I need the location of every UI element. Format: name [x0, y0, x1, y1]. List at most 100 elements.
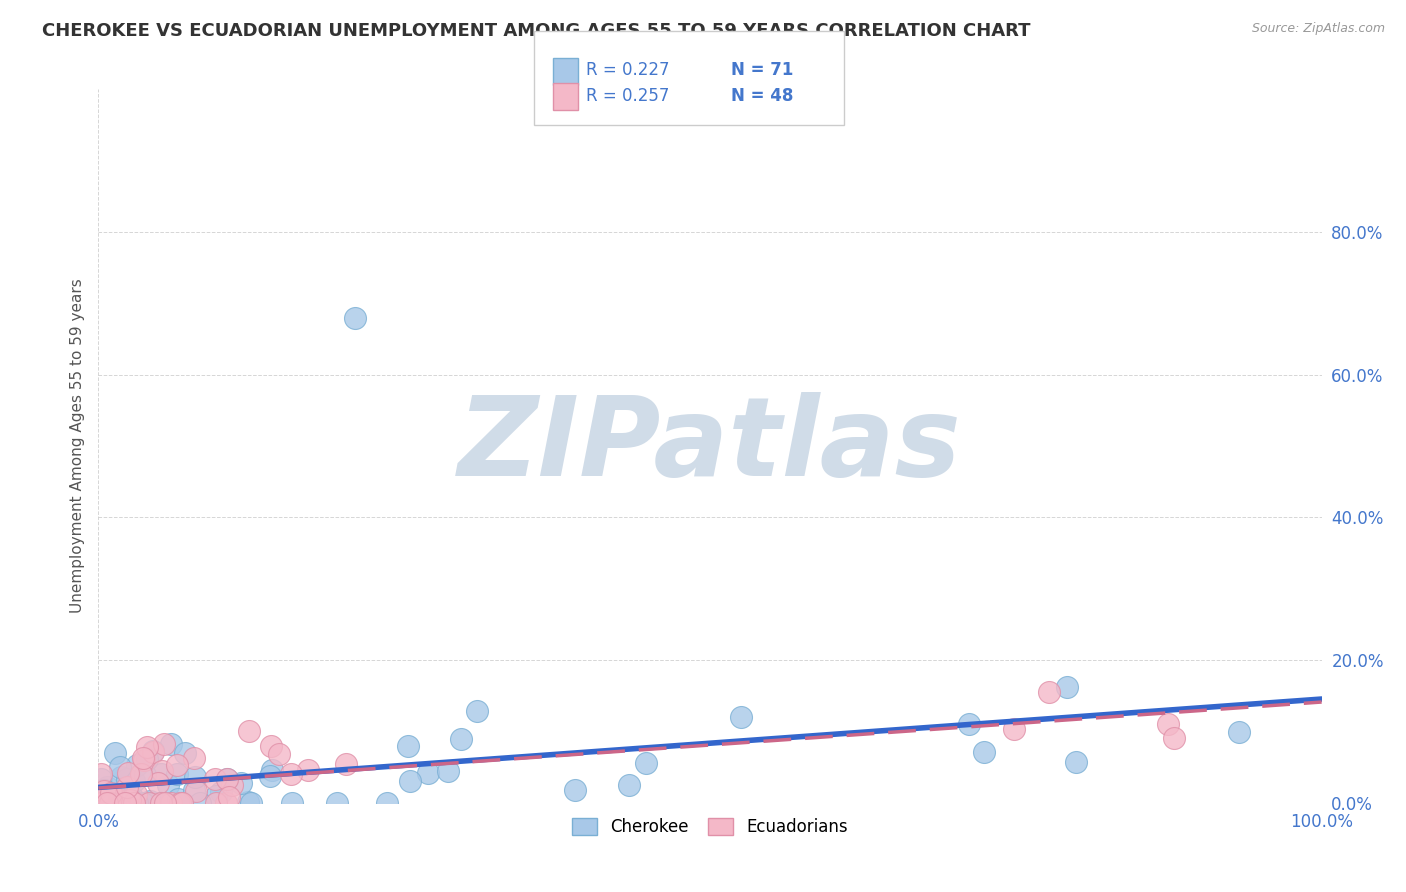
Point [170, 796, 193, 810]
Point [115, 788, 138, 802]
Point [138, 796, 160, 810]
Point [973, 745, 995, 759]
Point [957, 716, 980, 731]
Point [267, 747, 290, 761]
Point [205, 796, 228, 810]
Point [139, 794, 162, 808]
Point [122, 773, 145, 788]
Point [218, 790, 240, 805]
Point [167, 792, 190, 806]
Point [117, 766, 139, 780]
Point [172, 796, 194, 810]
Point [377, 796, 399, 810]
Point [149, 796, 172, 810]
Text: Source: ZipAtlas.com: Source: ZipAtlas.com [1251, 22, 1385, 36]
Point [262, 763, 284, 777]
Point [101, 796, 124, 810]
Point [127, 796, 149, 810]
Point [159, 737, 181, 751]
Point [98, 796, 121, 810]
Point [132, 796, 155, 810]
Point [143, 796, 166, 810]
Point [105, 796, 128, 810]
Point [1227, 724, 1250, 739]
Point [260, 739, 283, 753]
Point [155, 796, 177, 810]
Point [125, 758, 148, 772]
Point [136, 796, 159, 810]
Point [188, 796, 211, 810]
Point [104, 746, 127, 760]
Point [93, 783, 115, 797]
Point [204, 789, 226, 804]
Point [90, 772, 112, 787]
Point [204, 772, 226, 786]
Point [730, 710, 752, 724]
Point [169, 796, 191, 810]
Point [398, 739, 420, 754]
Point [107, 793, 129, 807]
Point [238, 723, 260, 738]
Point [1038, 684, 1060, 698]
Point [150, 764, 173, 778]
Point [297, 763, 319, 777]
Point [153, 796, 176, 810]
Point [100, 786, 122, 800]
Point [122, 796, 145, 810]
Point [231, 776, 253, 790]
Point [98, 796, 121, 810]
Point [91, 796, 114, 810]
Point [436, 764, 458, 779]
Point [1163, 731, 1185, 745]
Point [326, 796, 349, 810]
Point [134, 753, 156, 767]
Text: ZIPatlas: ZIPatlas [458, 392, 962, 500]
Point [221, 779, 243, 793]
Point [184, 770, 207, 784]
Point [142, 744, 165, 758]
Point [150, 796, 173, 810]
Point [160, 796, 183, 810]
Point [564, 782, 586, 797]
Point [134, 796, 156, 810]
Point [259, 769, 281, 783]
Text: R = 0.227: R = 0.227 [586, 61, 669, 78]
Text: N = 71: N = 71 [731, 61, 793, 78]
Point [97, 789, 120, 803]
Text: N = 48: N = 48 [731, 87, 793, 105]
Point [121, 790, 143, 805]
Point [217, 772, 239, 786]
Point [1157, 717, 1180, 731]
Point [124, 796, 146, 810]
Point [90, 796, 112, 810]
Point [93, 783, 115, 797]
Point [108, 760, 131, 774]
Point [142, 745, 165, 759]
Point [634, 756, 657, 770]
Point [280, 766, 302, 780]
Point [129, 766, 152, 780]
Point [239, 796, 262, 810]
Point [1056, 680, 1078, 694]
Point [98, 796, 121, 810]
Point [157, 778, 180, 792]
Point [183, 783, 205, 797]
Point [166, 767, 188, 781]
Point [132, 751, 155, 765]
Point [150, 767, 173, 781]
Point [467, 704, 489, 718]
Point [117, 780, 139, 794]
Point [114, 796, 136, 810]
Point [115, 772, 138, 787]
Point [136, 739, 159, 754]
Point [125, 787, 148, 801]
Point [281, 796, 304, 810]
Point [183, 751, 205, 765]
Point [110, 770, 132, 784]
Point [166, 758, 188, 772]
Point [238, 795, 260, 809]
Point [96, 796, 118, 810]
Point [184, 784, 207, 798]
Point [96, 780, 118, 794]
Text: R = 0.257: R = 0.257 [586, 87, 669, 105]
